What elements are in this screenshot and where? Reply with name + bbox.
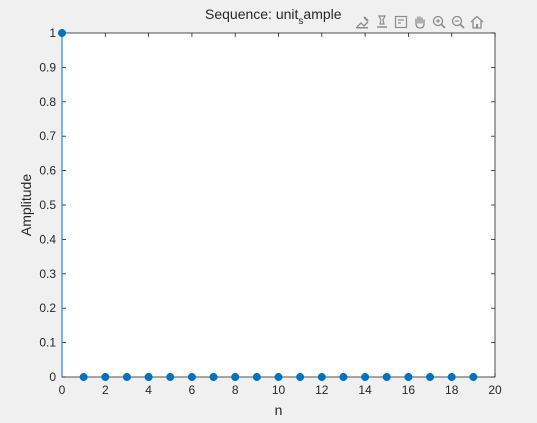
y-tick-label: 0.9	[39, 60, 56, 74]
x-tick-label: 8	[232, 383, 239, 397]
y-tick-label: 0.6	[39, 164, 56, 178]
x-tick-label: 4	[145, 383, 152, 397]
y-tick-label: 0.5	[39, 198, 56, 212]
y-tick-label: 0.4	[39, 232, 56, 246]
axes-toolbar	[354, 11, 486, 33]
stem-marker	[122, 372, 131, 382]
stem-marker	[339, 372, 348, 382]
x-tick-label: 6	[189, 383, 196, 397]
plot-title-rest: ample	[303, 6, 342, 22]
stem-marker	[209, 372, 218, 382]
stem-marker	[426, 372, 435, 382]
stem-marker	[101, 372, 110, 382]
plot-area	[61, 32, 496, 378]
stem-marker	[382, 372, 391, 382]
stem-marker	[296, 372, 305, 382]
zoom-in-button[interactable]	[430, 12, 448, 32]
x-tick-label: 0	[59, 383, 66, 397]
x-tick-label: 16	[402, 383, 416, 397]
zoom-out-icon	[451, 15, 465, 29]
y-tick-label: 0.7	[39, 129, 56, 143]
stem-marker	[469, 372, 478, 382]
stem-marker	[317, 372, 326, 382]
stem-marker	[447, 372, 456, 382]
plot-title-subscript: s	[298, 16, 304, 27]
y-tick-label: 1	[49, 26, 56, 40]
data-tips-button[interactable]	[373, 12, 391, 32]
y-tick-label: 0	[49, 370, 56, 384]
x-tick-label: 14	[358, 383, 372, 397]
x-tick-label: 12	[315, 383, 329, 397]
pan-icon	[415, 16, 425, 29]
stem-marker	[166, 372, 175, 382]
legend-icon	[394, 15, 408, 29]
stem-marker	[57, 28, 67, 38]
stem-marker	[144, 372, 153, 382]
brush-icon	[356, 16, 369, 29]
stem-marker	[187, 372, 196, 382]
stem-marker	[231, 372, 240, 382]
x-tick-label: 10	[272, 383, 286, 397]
x-tick-label: 20	[488, 383, 502, 397]
home-icon	[470, 15, 484, 29]
stem-marker	[252, 372, 261, 382]
x-axis-label: n	[275, 402, 283, 418]
y-tick-label: 0.8	[39, 95, 56, 109]
y-axis-label: Amplitude	[18, 174, 34, 236]
pan-button[interactable]	[411, 12, 429, 32]
stem-marker	[404, 372, 413, 382]
y-tick-label: 0.2	[39, 301, 56, 315]
zoom-in-icon	[432, 15, 446, 29]
stem-marker	[361, 372, 370, 382]
plot-title: Sequence: unitsample	[205, 6, 342, 27]
plot-title-main: Sequence: unit	[205, 6, 299, 22]
stem-marker	[274, 372, 283, 382]
legend-button[interactable]	[392, 12, 410, 32]
y-tick-label: 0.3	[39, 267, 56, 281]
zoom-out-button[interactable]	[449, 12, 467, 32]
brush-button[interactable]	[354, 12, 372, 32]
x-tick-label: 18	[445, 383, 459, 397]
x-tick-label: 2	[102, 383, 109, 397]
y-tick-label: 0.1	[39, 336, 56, 350]
stem-marker	[79, 372, 88, 382]
data-tips-icon	[377, 15, 387, 28]
home-button[interactable]	[468, 12, 486, 32]
